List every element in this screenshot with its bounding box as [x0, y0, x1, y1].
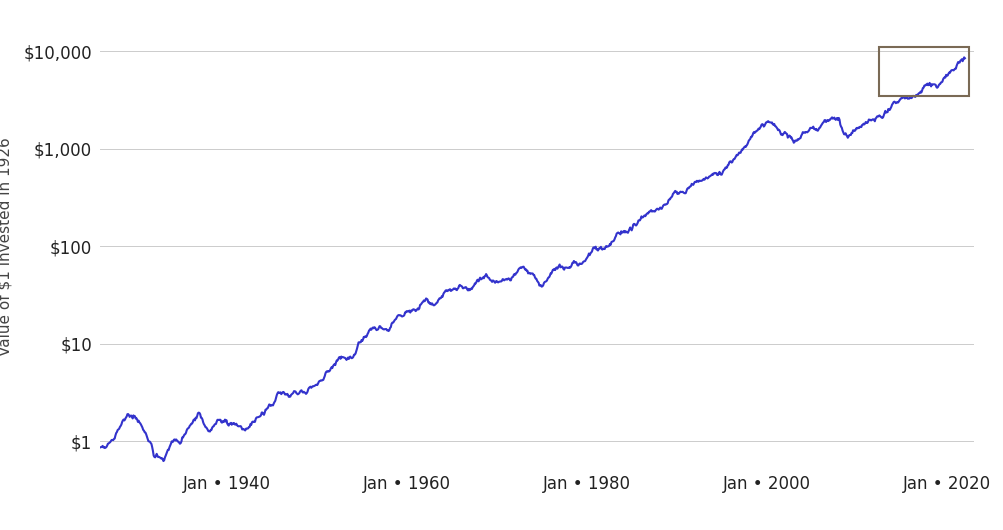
Bar [879, 47, 969, 96]
Y-axis label: Value of $1 invested in 1926: Value of $1 invested in 1926 [0, 137, 12, 356]
